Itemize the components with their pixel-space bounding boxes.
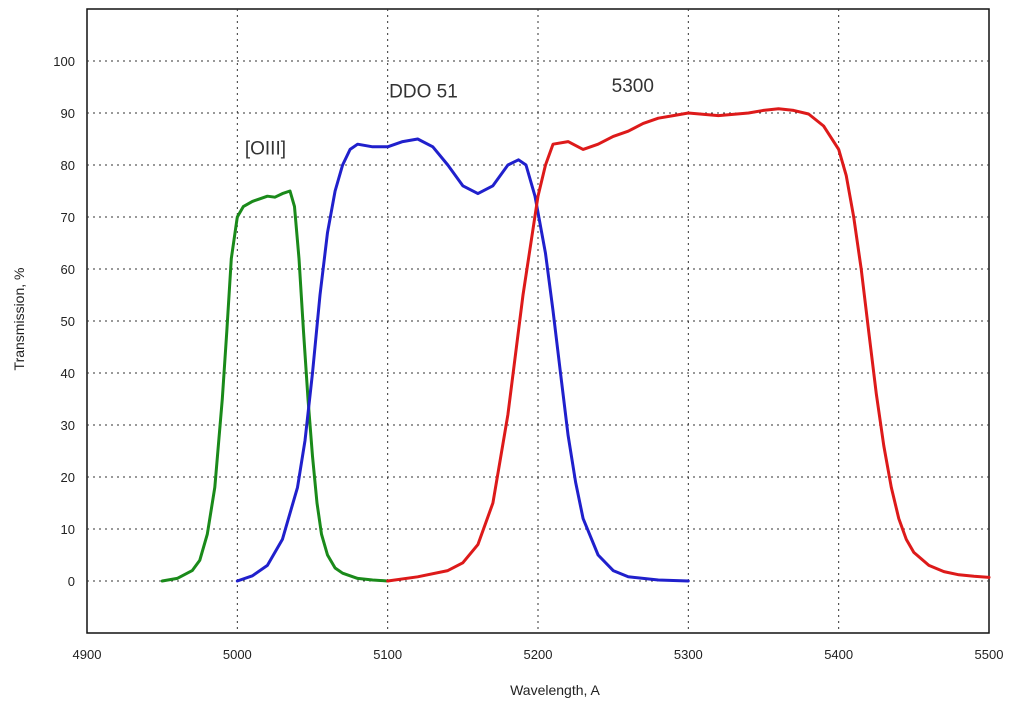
x-tick-label-5300: 5300	[674, 647, 703, 662]
y-tick-label-90: 90	[61, 106, 75, 121]
series-line-1	[235, 137, 690, 583]
grid	[87, 9, 989, 633]
y-tick-label-10: 10	[61, 522, 75, 537]
y-tick-label-30: 30	[61, 418, 75, 433]
annotation-2: 5300	[612, 76, 654, 97]
x-tick-label-5100: 5100	[373, 647, 402, 662]
y-tick-label-50: 50	[61, 314, 75, 329]
annotation-0: [OIII]	[245, 139, 286, 160]
y-tick-label-100: 100	[53, 54, 75, 69]
y-tick-label-40: 40	[61, 366, 75, 381]
x-tick-label-5200: 5200	[524, 647, 553, 662]
y-tick-label-80: 80	[61, 158, 75, 173]
curves	[160, 107, 991, 583]
y-tick-label-20: 20	[61, 470, 75, 485]
y-axis-label: Transmission, %	[11, 268, 27, 371]
x-axis-label: Wavelength, A	[510, 682, 600, 698]
annotation-1: DDO 51	[389, 81, 458, 102]
series-line-0	[160, 189, 390, 583]
y-tick-label-60: 60	[61, 262, 75, 277]
x-tick-labels: 4900 5000 5100 5200 5300 5400 5500	[73, 647, 1004, 662]
x-tick-label-4900: 4900	[73, 647, 102, 662]
y-tick-label-0: 0	[68, 574, 75, 589]
x-tick-label-5000: 5000	[223, 647, 252, 662]
x-tick-label-5500: 5500	[975, 647, 1004, 662]
series-line-2	[386, 107, 991, 583]
annotations: [OIII] DDO 51 5300	[245, 76, 654, 159]
y-tick-labels: 0 10 20 30 40 50 60 70 80 90 100	[53, 54, 75, 589]
y-tick-label-70: 70	[61, 210, 75, 225]
x-tick-label-5400: 5400	[824, 647, 853, 662]
